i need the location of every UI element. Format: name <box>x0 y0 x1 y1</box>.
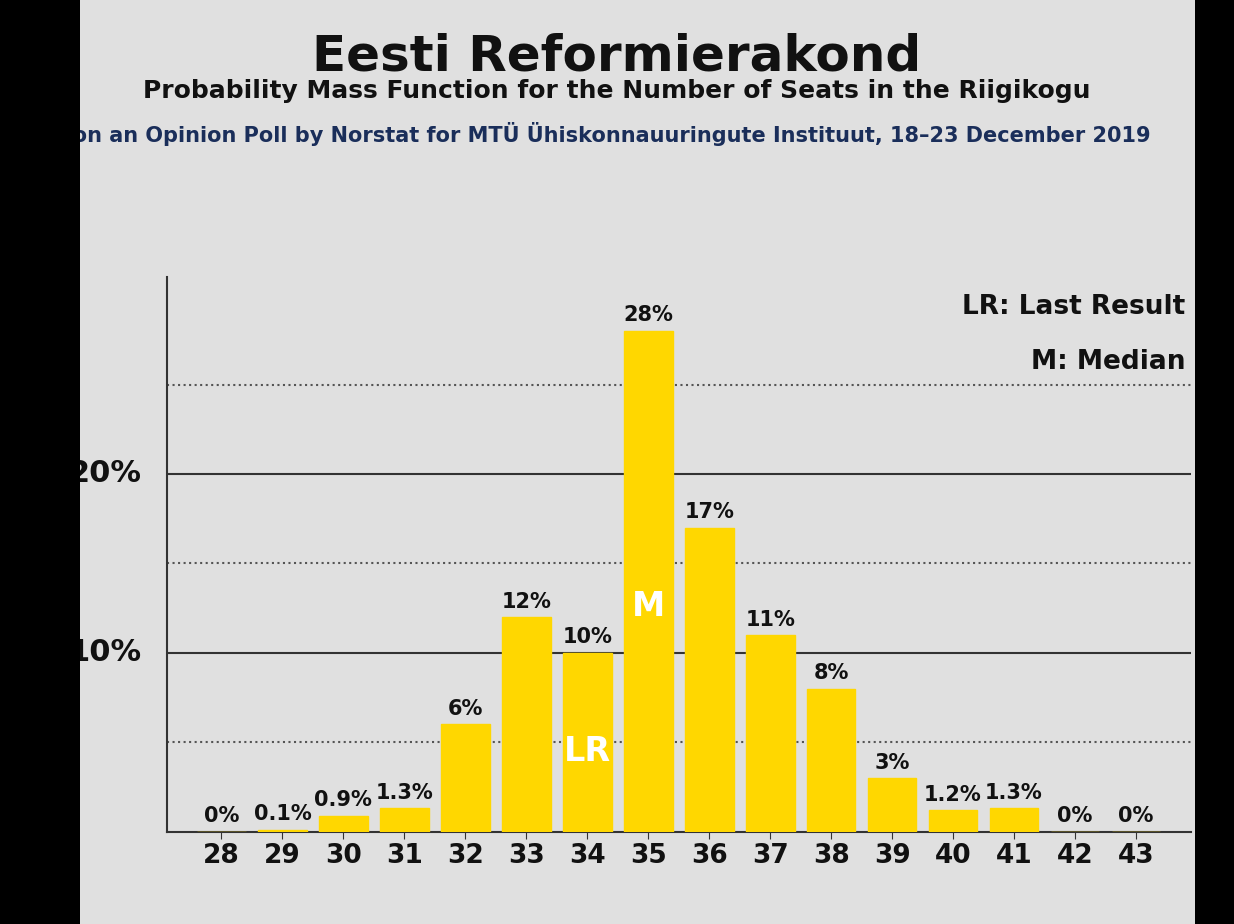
Text: 0%: 0% <box>1118 807 1154 826</box>
Bar <box>502 617 550 832</box>
Text: 10%: 10% <box>69 638 142 667</box>
Text: LR: LR <box>564 735 611 768</box>
Text: 17%: 17% <box>684 503 734 522</box>
Text: © 2020 Filip van Laenen: © 2020 Filip van Laenen <box>1219 390 1232 534</box>
Text: 3%: 3% <box>875 752 909 772</box>
Text: 1.3%: 1.3% <box>985 783 1043 803</box>
Text: 8%: 8% <box>813 663 849 683</box>
Bar <box>624 331 673 832</box>
Bar <box>380 808 428 832</box>
Text: 1.3%: 1.3% <box>375 783 433 803</box>
Bar <box>685 528 733 832</box>
Text: LR: Last Result: LR: Last Result <box>963 294 1186 320</box>
Text: 28%: 28% <box>623 306 674 325</box>
Text: 20%: 20% <box>69 459 142 489</box>
Text: 0%: 0% <box>1058 807 1092 826</box>
Text: M: M <box>632 590 665 623</box>
Text: 0.1%: 0.1% <box>253 805 311 824</box>
Text: 0.9%: 0.9% <box>315 790 373 810</box>
Text: 6%: 6% <box>448 699 482 719</box>
Bar <box>320 816 368 832</box>
Text: Based on an Opinion Poll by Norstat for MTÜ Ühiskonnauuringute Instituut, 18–23 : Based on an Opinion Poll by Norstat for … <box>0 122 1150 146</box>
Bar <box>258 830 307 832</box>
Bar <box>868 778 917 832</box>
Bar <box>441 724 490 832</box>
Text: Probability Mass Function for the Number of Seats in the Riigikogu: Probability Mass Function for the Number… <box>143 79 1091 103</box>
Text: Eesti Reformierakond: Eesti Reformierakond <box>312 32 922 80</box>
Text: 11%: 11% <box>745 610 795 629</box>
Text: 12%: 12% <box>501 591 552 612</box>
Text: 10%: 10% <box>563 627 612 648</box>
Bar <box>929 810 977 832</box>
Text: 0%: 0% <box>204 807 239 826</box>
Bar <box>807 688 855 832</box>
Bar <box>563 652 612 832</box>
Bar <box>745 635 795 832</box>
Text: 1.2%: 1.2% <box>924 784 982 805</box>
Bar <box>990 808 1038 832</box>
Text: M: Median: M: Median <box>1032 349 1186 375</box>
